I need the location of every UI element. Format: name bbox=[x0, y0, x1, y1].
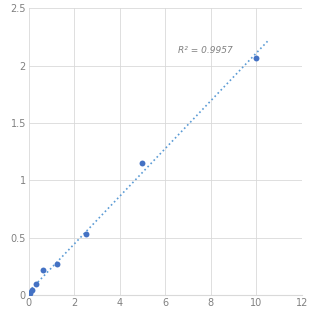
Point bbox=[28, 290, 33, 295]
Point bbox=[30, 288, 35, 293]
Point bbox=[26, 293, 31, 298]
Point bbox=[254, 55, 259, 60]
Point bbox=[33, 281, 38, 286]
Point bbox=[140, 161, 145, 166]
Text: R² = 0.9957: R² = 0.9957 bbox=[178, 46, 232, 55]
Point bbox=[55, 261, 60, 266]
Point bbox=[41, 267, 46, 272]
Point bbox=[83, 232, 88, 237]
